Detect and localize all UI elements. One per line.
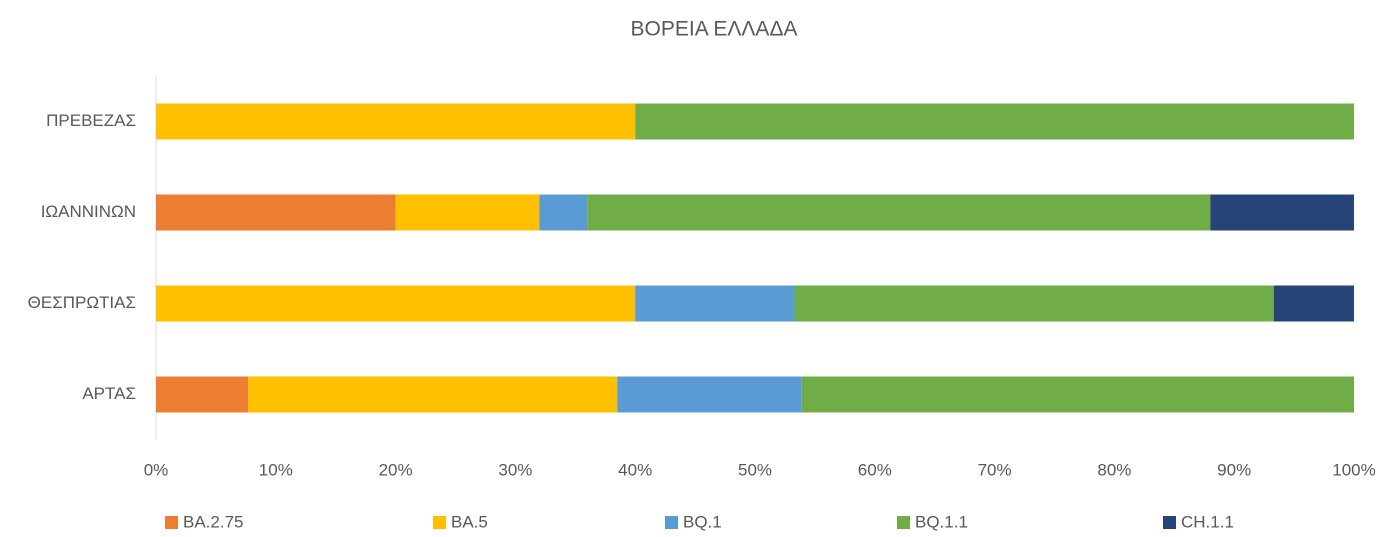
y-tick-label: ΘΕΣΠΡΩΤΙΑΣ — [28, 293, 136, 312]
legend-swatch — [897, 516, 910, 529]
x-tick-label: 20% — [379, 460, 413, 479]
x-tick-label: 80% — [1097, 460, 1131, 479]
x-tick-label: 100% — [1332, 460, 1375, 479]
x-tick-label: 90% — [1217, 460, 1251, 479]
bar-segment — [156, 376, 249, 413]
bar-segment — [617, 376, 802, 413]
x-tick-label: 0% — [144, 460, 169, 479]
legend-label: BQ.1 — [683, 512, 722, 531]
legend-label: BQ.1.1 — [915, 512, 968, 531]
x-tick-label: 10% — [259, 460, 293, 479]
chart-title: ΒΟΡΕΙΑ ΕΛΛΑΔΑ — [631, 18, 798, 41]
x-tick-label: 40% — [618, 460, 652, 479]
legend-swatch — [1163, 516, 1176, 529]
bar-segment — [635, 103, 1354, 140]
bar-segment — [635, 285, 795, 322]
legend-swatch — [665, 516, 678, 529]
bar-segment — [794, 285, 1274, 322]
x-tick-label: 60% — [858, 460, 892, 479]
x-tick-label: 30% — [498, 460, 532, 479]
y-tick-label: ΑΡΤΑΣ — [82, 384, 136, 403]
x-tick-label: 70% — [978, 460, 1012, 479]
bar-segment — [1273, 285, 1354, 322]
legend-label: CH.1.1 — [1181, 512, 1234, 531]
legend-swatch — [165, 516, 178, 529]
y-tick-label: ΠΡΕΒΕΖΑΣ — [46, 111, 136, 130]
legend-label: BA.5 — [451, 512, 488, 531]
bar-segment — [801, 376, 1354, 413]
bar-segment — [156, 103, 636, 140]
bar-segment — [156, 285, 636, 322]
bar-segment — [1210, 194, 1354, 231]
bar-segment — [587, 194, 1211, 231]
y-tick-label: ΙΩΑΝΝΙΝΩΝ — [41, 202, 136, 221]
bar-segment — [539, 194, 588, 231]
bar-segment — [248, 376, 618, 413]
bar-segment — [395, 194, 540, 231]
bar-segment — [156, 194, 396, 231]
legend-label: BA.2.75 — [183, 512, 244, 531]
legend-swatch — [433, 516, 446, 529]
x-tick-label: 50% — [738, 460, 772, 479]
